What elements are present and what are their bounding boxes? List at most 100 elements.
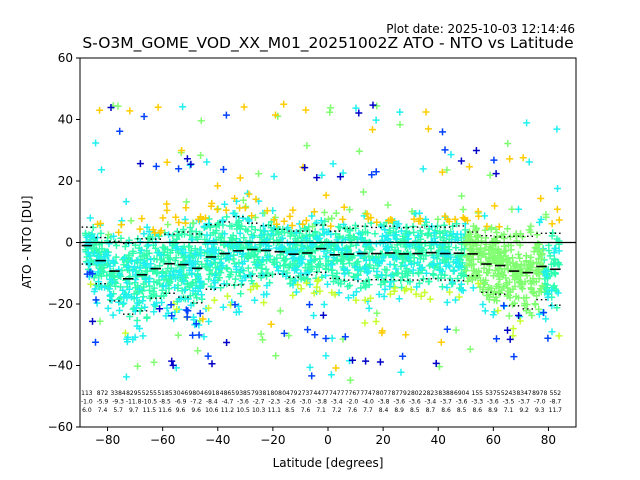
bin-annotation: 5243 <box>501 390 516 397</box>
bin-annotation: 9.3 <box>535 407 545 414</box>
bin-annotation: 8295 <box>126 390 141 397</box>
bin-annotation: -3.6 <box>409 399 421 406</box>
bin-annotation: 552 <box>550 390 562 397</box>
x-tick-label: 20 <box>375 433 390 447</box>
bin-annotation: 7.1 <box>316 407 326 414</box>
x-tick-label: −80 <box>95 433 120 447</box>
bin-annotation: -3.5 <box>503 399 515 406</box>
bin-annotation: -9.3 <box>112 399 124 406</box>
bin-annotation: -3.4 <box>425 399 437 406</box>
bin-annotation: 2802 <box>407 390 422 397</box>
x-axis-label: Latitude [degrees] <box>273 456 384 470</box>
y-axis-label: ATO - NTO [DU] <box>20 196 34 289</box>
bin-annotation: 2823 <box>423 390 438 397</box>
bin-annotation: 4865 <box>220 390 235 397</box>
bin-annotation: -5.9 <box>97 399 109 406</box>
bin-annotation: 5255 <box>142 390 157 397</box>
x-tick-label: −40 <box>205 433 230 447</box>
plot-date: Plot date: 2025-10-03 12:14:46 <box>386 22 575 36</box>
bin-annotation: 9.2 <box>519 407 529 414</box>
bin-annotation: -3.0 <box>300 399 312 406</box>
bin-annotation: 7477 <box>329 390 344 397</box>
bin-annotation: 9804 <box>189 390 204 397</box>
bin-annotation: 8.5 <box>457 407 467 414</box>
bin-annotation: 3046 <box>173 390 188 397</box>
bin-annotation: 11.1 <box>268 407 282 414</box>
bin-annotation: 9.6 <box>191 407 201 414</box>
y-tick-label: −60 <box>48 420 73 434</box>
bin-annotation: 5375 <box>485 390 500 397</box>
x-tick-label: −60 <box>150 433 175 447</box>
bin-annotation: 8077 <box>376 390 391 397</box>
bin-annotation: 8.7 <box>426 407 436 414</box>
bin-annotation: 11.2 <box>221 407 235 414</box>
bin-annotation: -6.9 <box>175 399 187 406</box>
scatter-series <box>83 111 552 380</box>
binned-stats <box>81 215 561 315</box>
bin-annotation: -10.5 <box>142 399 158 406</box>
x-tick-label: 60 <box>486 433 501 447</box>
bin-annotation: 6904 <box>454 390 469 397</box>
x-tick-label: 40 <box>431 433 446 447</box>
x-tick-label: 80 <box>541 433 556 447</box>
bin-annotation: 10.3 <box>252 407 266 414</box>
bin-annotation: 5.7 <box>113 407 123 414</box>
chart-title: S-O3M_GOME_VOD_XX_M01_20251002Z ATO - NT… <box>82 34 574 52</box>
y-tick-label: 60 <box>58 51 73 65</box>
bin-annotation: -7.0 <box>534 399 546 406</box>
bin-annotation: 7.7 <box>363 407 373 414</box>
bin-annotation: -3.6 <box>456 399 468 406</box>
bin-annotation: 7747 <box>360 390 375 397</box>
bin-annotation: 6.0 <box>82 407 92 414</box>
bin-annotation: 8388 <box>438 390 453 397</box>
bin-annotation: 7.4 <box>98 407 108 414</box>
bin-annotation: 3384 <box>110 390 125 397</box>
bin-annotation: 6918 <box>204 390 219 397</box>
bin-annotation: -3.6 <box>393 399 405 406</box>
bin-annotation: 8.6 <box>441 407 451 414</box>
bin-annotation: 8978 <box>532 390 547 397</box>
bin-annotation: 5185 <box>157 390 172 397</box>
bin-annotation: -3.6 <box>487 399 499 406</box>
bin-annotation: -8.7 <box>549 399 561 406</box>
bin-annotation: 8347 <box>516 390 531 397</box>
bin-annotation: 1808 <box>267 390 282 397</box>
bin-annotation: -3.7 <box>440 399 452 406</box>
bin-annotation: 155 <box>472 390 484 397</box>
bin-annotation: 10.6 <box>205 407 219 414</box>
y-tick-label: −20 <box>48 297 73 311</box>
bin-annotation: 11.6 <box>158 407 172 414</box>
bin-annotation: 7767 <box>345 390 360 397</box>
bin-annotation: 0479 <box>282 390 297 397</box>
scatter-series <box>89 101 523 369</box>
bin-annotation: 9385 <box>235 390 250 397</box>
bin-annotation: -8.4 <box>206 399 218 406</box>
y-tick-label: 0 <box>65 236 73 250</box>
bin-annotation: -4.7 <box>222 399 234 406</box>
bin-annotation: -2.3 <box>268 399 280 406</box>
bin-annotation: -8.5 <box>159 399 171 406</box>
bin-annotation: 8779 <box>392 390 407 397</box>
bin-annotation: 8.9 <box>488 407 498 414</box>
bin-annotation: -3.4 <box>331 399 343 406</box>
bin-annotation: 11.7 <box>549 407 563 414</box>
scatter-series <box>87 276 563 340</box>
bin-annotation: -7.2 <box>190 399 202 406</box>
y-tick-label: 40 <box>58 113 73 127</box>
bin-annotation: -11.8 <box>126 399 142 406</box>
bin-annotation: 8.6 <box>472 407 482 414</box>
bin-annotation: 8.9 <box>394 407 404 414</box>
bin-annotation: 9.7 <box>129 407 139 414</box>
bin-annotation: -3.8 <box>378 399 390 406</box>
bin-annotation: -2.7 <box>253 399 265 406</box>
bin-annotation: 11.5 <box>143 407 157 414</box>
bin-annotation: 113 <box>81 390 93 397</box>
bin-annotation: -3.8 <box>315 399 327 406</box>
data-points <box>82 100 563 384</box>
bin-annotation: 2737 <box>298 390 313 397</box>
bin-annotation: 872 <box>97 390 109 397</box>
bin-annotation: -4.0 <box>362 399 374 406</box>
scatter-series <box>96 102 550 384</box>
axes: −80 −60 −40 −20 0 20 40 60 80 −60 −40 −20 0 20 40 60 <box>48 51 556 447</box>
